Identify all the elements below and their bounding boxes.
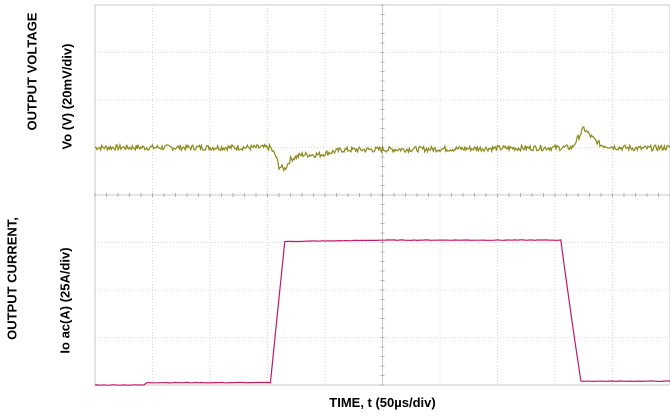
series-line-current xyxy=(94,239,670,386)
y-axis-label-inner-bottom: Io ac(A) (25A/div) xyxy=(57,247,73,354)
series-line-voltage xyxy=(94,126,670,173)
x-axis-label: TIME, t (50µs/div) xyxy=(329,395,436,410)
y-axis-label-outer-bottom: OUTPUT CURRENT, xyxy=(4,217,20,340)
y-axis-label-outer-top: OUTPUT VOLTAGE xyxy=(24,12,40,131)
y-axis-label-inner-top: Vo (V) (20mV/div) xyxy=(59,43,75,150)
traces xyxy=(94,126,670,386)
grid xyxy=(94,4,670,386)
